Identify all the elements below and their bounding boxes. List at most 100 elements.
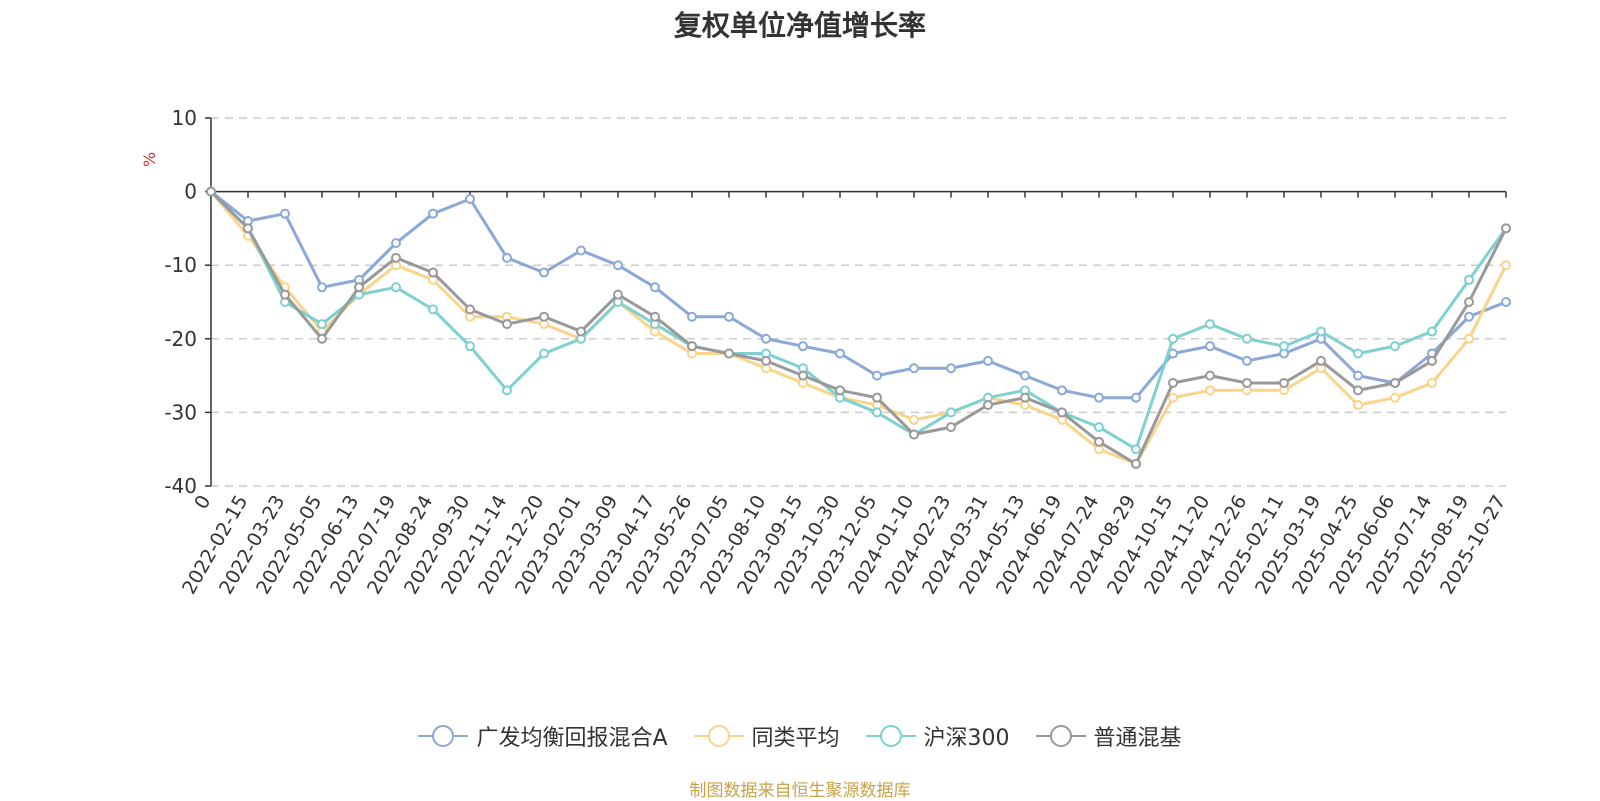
data-point-3-23 <box>1057 407 1067 418</box>
y-tick-label-4: -30 <box>164 400 197 424</box>
legend-label-2: 沪深300 <box>923 726 1010 751</box>
data-point-3-30 <box>1316 355 1326 366</box>
data-point-2-34 <box>1464 274 1474 285</box>
data-point-1-32 <box>1390 392 1400 403</box>
data-point-0-18 <box>872 370 882 381</box>
data-point-3-11 <box>613 289 623 300</box>
data-point-3-13 <box>687 341 697 352</box>
data-point-3-9 <box>539 311 549 322</box>
y-tick-label-3: -20 <box>164 327 197 351</box>
data-point-0-16 <box>798 341 808 352</box>
data-point-3-16 <box>798 370 808 381</box>
data-point-2-29 <box>1279 341 1289 352</box>
data-point-2-27 <box>1205 319 1215 330</box>
data-point-3-35 <box>1501 223 1511 234</box>
data-point-1-35 <box>1501 260 1511 271</box>
data-point-0-19 <box>909 363 919 374</box>
data-point-3-4 <box>354 282 364 293</box>
data-point-3-3 <box>317 333 327 344</box>
data-point-0-10 <box>576 245 586 256</box>
data-point-3-5 <box>391 252 401 263</box>
data-point-0-14 <box>724 311 734 322</box>
series-line-3 <box>209 190 1508 466</box>
data-point-0-3 <box>317 282 327 293</box>
data-point-3-19 <box>909 429 919 440</box>
y-tick-label-2: -10 <box>164 253 197 277</box>
data-point-0-17 <box>835 348 845 359</box>
data-point-3-25 <box>1131 458 1141 469</box>
data-point-0-2 <box>280 208 290 219</box>
data-point-1-34 <box>1464 333 1474 344</box>
data-point-0-22 <box>1020 370 1030 381</box>
series-line-2 <box>209 190 1508 451</box>
data-point-0-34 <box>1464 311 1474 322</box>
data-point-0-23 <box>1057 385 1067 396</box>
series-line-1 <box>209 190 1508 466</box>
y-tick-label-1: 0 <box>184 180 197 204</box>
series-line-0 <box>210 190 1507 400</box>
data-point-3-10 <box>576 326 586 337</box>
data-point-0-24 <box>1094 392 1104 403</box>
legend-item-3[interactable]: 普通混基 <box>1035 720 1182 752</box>
data-point-3-6 <box>428 267 438 278</box>
data-point-0-15 <box>761 333 771 344</box>
data-point-0-28 <box>1242 355 1252 366</box>
data-point-0-8 <box>502 252 512 263</box>
data-point-3-22 <box>1020 392 1030 403</box>
data-point-3-24 <box>1094 436 1104 447</box>
legend-marker-icon <box>865 725 916 747</box>
data-point-3-21 <box>983 400 993 411</box>
data-point-1-27 <box>1205 385 1215 396</box>
series-2 <box>206 186 1511 455</box>
data-point-3-29 <box>1279 377 1289 388</box>
data-point-2-26 <box>1168 333 1178 344</box>
legend: 广发均衡回报混合A 同类平均 沪深300 普通混基 <box>0 720 1600 752</box>
data-point-3-14 <box>724 348 734 359</box>
data-point-2-8 <box>502 385 512 396</box>
data-point-0-27 <box>1205 341 1215 352</box>
legend-marker-icon <box>418 725 469 747</box>
data-point-1-33 <box>1427 377 1437 388</box>
data-point-3-2 <box>280 289 290 300</box>
legend-label-0: 广发均衡回报混合A <box>476 726 668 751</box>
data-point-3-12 <box>650 311 660 322</box>
data-point-0-12 <box>650 282 660 293</box>
data-point-3-17 <box>835 385 845 396</box>
series-0 <box>206 186 1511 403</box>
data-point-2-7 <box>465 341 475 352</box>
data-point-2-31 <box>1353 348 1363 359</box>
data-point-0-25 <box>1131 392 1141 403</box>
data-point-0-35 <box>1501 297 1511 307</box>
data-point-3-7 <box>465 304 475 315</box>
data-point-3-34 <box>1464 297 1474 307</box>
legend-label-3: 普通混基 <box>1093 726 1182 751</box>
data-point-0-20 <box>946 363 956 374</box>
legend-item-1[interactable]: 同类平均 <box>693 720 840 752</box>
y-tick-label-5: -40 <box>164 474 197 498</box>
data-point-3-32 <box>1390 377 1400 388</box>
data-point-3-26 <box>1168 377 1178 388</box>
source-note: 制图数据来自恒生聚源数据库 <box>689 781 911 801</box>
legend-label-1: 同类平均 <box>751 726 840 751</box>
data-point-2-5 <box>391 282 401 293</box>
data-point-3-0 <box>206 186 216 197</box>
data-point-2-20 <box>946 407 956 418</box>
data-point-2-33 <box>1427 326 1437 337</box>
data-point-2-18 <box>872 407 882 418</box>
data-point-3-31 <box>1353 385 1363 396</box>
line-chart: 100-10-20-30-4002022-02-152022-03-232022… <box>164 106 1511 598</box>
data-point-0-6 <box>428 208 438 219</box>
legend-item-0[interactable]: 广发均衡回报混合A <box>418 720 668 752</box>
data-point-0-13 <box>687 311 697 322</box>
data-point-1-31 <box>1353 400 1363 411</box>
data-point-3-33 <box>1427 355 1437 366</box>
data-point-2-3 <box>317 319 327 330</box>
data-point-1-26 <box>1168 392 1178 403</box>
data-point-3-8 <box>502 319 512 330</box>
legend-item-2[interactable]: 沪深300 <box>865 720 1010 752</box>
legend-marker-icon <box>1035 725 1086 747</box>
data-point-3-27 <box>1205 370 1215 381</box>
data-point-3-20 <box>946 422 956 433</box>
data-point-3-15 <box>761 355 771 366</box>
data-point-2-9 <box>539 348 549 359</box>
